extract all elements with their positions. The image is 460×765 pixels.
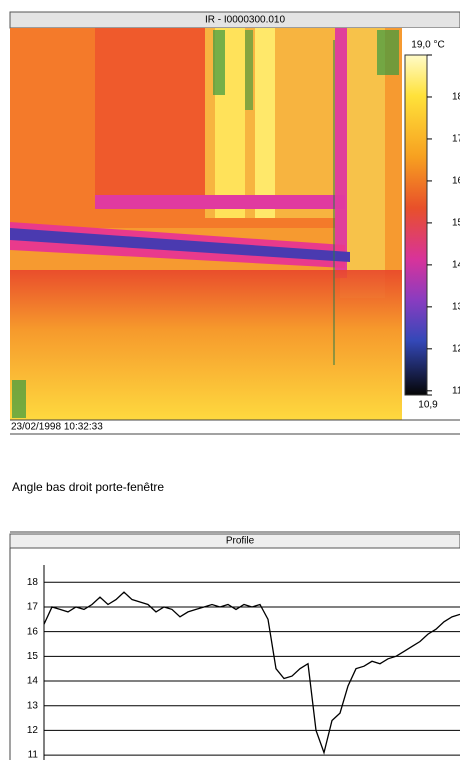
colorbar-label: 10,9 (418, 400, 438, 411)
y-tick-label: 12 (27, 725, 39, 736)
thermal-image (10, 28, 402, 420)
colorbar-label: 16 (452, 176, 460, 187)
window-title: IR - I0000300.010 (205, 15, 285, 26)
y-tick-label: 16 (27, 626, 39, 637)
y-tick-label: 14 (27, 676, 39, 687)
colorbar-label: 13 (452, 301, 460, 312)
profile-line (43, 591, 460, 755)
colorbar-label: 17 (452, 134, 460, 145)
profile-title: Profile (226, 536, 255, 547)
colorbar-label: 15 (452, 218, 460, 229)
colorbar-label: 19,0 °C (411, 40, 444, 51)
y-tick-label: 17 (27, 602, 39, 613)
y-tick-label: 11 (28, 750, 39, 760)
profile-header (9, 533, 460, 549)
colorbar-ticks: 19,0 °C 18 17 16 15 14 13 12 11 10,9 (411, 40, 460, 411)
colorbar-label: 14 (452, 260, 460, 271)
colorbar-label: 18 (452, 92, 460, 103)
y-tick-label: 13 (27, 700, 39, 711)
comment: Angle bas droit porte-fenêtre (12, 480, 164, 494)
y-tick-label: 18 (27, 577, 39, 588)
colorbar-label: 12 (452, 343, 460, 354)
profile-chart: 18 17 16 15 14 13 12 11 (27, 565, 460, 761)
timestamp: 23/02/1998 10:32:33 (11, 422, 103, 433)
colorbar (404, 54, 428, 396)
y-tick-label: 15 (27, 651, 39, 662)
colorbar-label: 11 (452, 385, 460, 396)
